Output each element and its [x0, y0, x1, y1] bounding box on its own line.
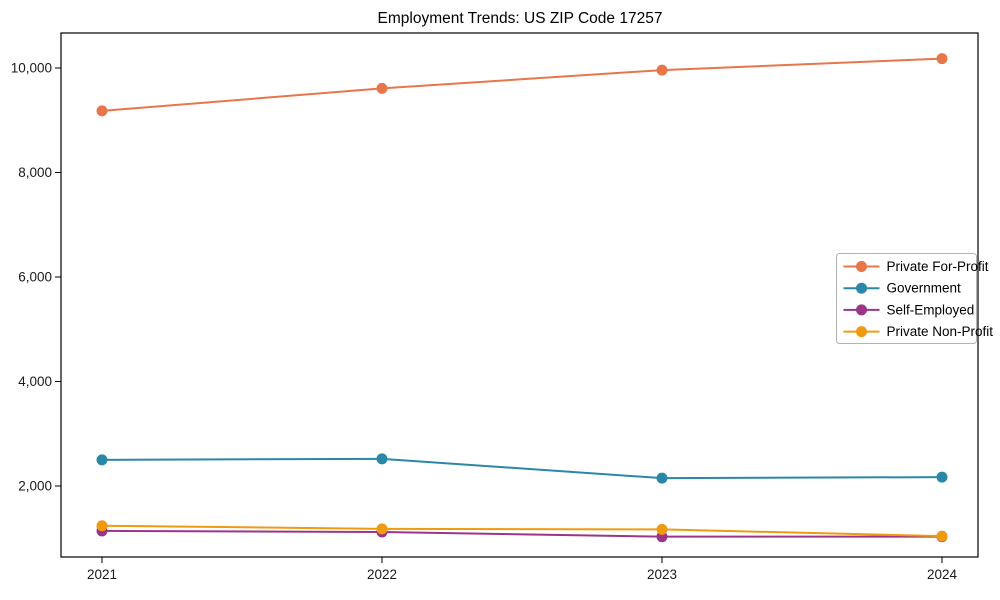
y-axis-tick-label: 6,000	[18, 270, 52, 285]
chart-title: Employment Trends: US ZIP Code 17257	[378, 10, 663, 27]
x-axis-tick-label: 2023	[647, 567, 677, 582]
legend-label-self-employed: Self-Employed	[887, 302, 975, 317]
series-line-self-employed	[101, 529, 943, 538]
data-point-government-2021	[96, 454, 108, 466]
legend-label-private-non-profit: Private Non-Profit	[887, 324, 994, 339]
x-axis-tick-label: 2021	[87, 567, 117, 582]
legend-label-private-for-profit: Private For-Profit	[887, 259, 989, 274]
series-line-private-non-profit	[101, 524, 943, 538]
legend: Private For-Profit Government Self-Employe…	[836, 253, 994, 344]
data-point-private-non-profit-2022	[376, 523, 388, 535]
legend-marker-private-non-profit	[856, 326, 867, 338]
series-layer	[96, 53, 948, 543]
legend-marker-government	[856, 282, 867, 294]
legend-marker-self-employed	[856, 304, 867, 316]
data-point-private-for-profit-2022	[376, 82, 388, 94]
plot-frame	[60, 32, 979, 558]
y-axis-tick-label: 10,000	[11, 61, 52, 76]
x-axis-tick-label: 2022	[367, 567, 397, 582]
y-axis-tick-label: 2,000	[18, 479, 52, 494]
data-point-private-for-profit-2024	[936, 53, 948, 65]
data-point-private-for-profit-2023	[656, 64, 668, 76]
series-line-private-for-profit	[101, 57, 943, 112]
data-point-private-non-profit-2021	[96, 520, 108, 532]
data-point-government-2023	[656, 472, 668, 484]
y-axis-tick-label: 8,000	[18, 165, 52, 180]
plot-border	[60, 32, 979, 558]
x-axis-tick-label: 2024	[927, 567, 958, 582]
legend-label-government: Government	[887, 281, 962, 296]
data-point-private-non-profit-2024	[936, 530, 948, 542]
axes-layer: 2,000 4,000 6,000 8,000 10,000 2021 2022 2023 20…	[11, 61, 958, 583]
data-point-government-2022	[376, 453, 388, 465]
legend-box	[836, 253, 977, 344]
legend-marker-private-for-profit	[856, 261, 867, 272]
series-line-government	[101, 457, 943, 480]
y-axis-tick-label: 4,000	[18, 374, 52, 389]
data-point-private-for-profit-2021	[96, 105, 108, 117]
data-point-private-non-profit-2023	[656, 523, 668, 535]
data-point-government-2024	[936, 471, 948, 483]
